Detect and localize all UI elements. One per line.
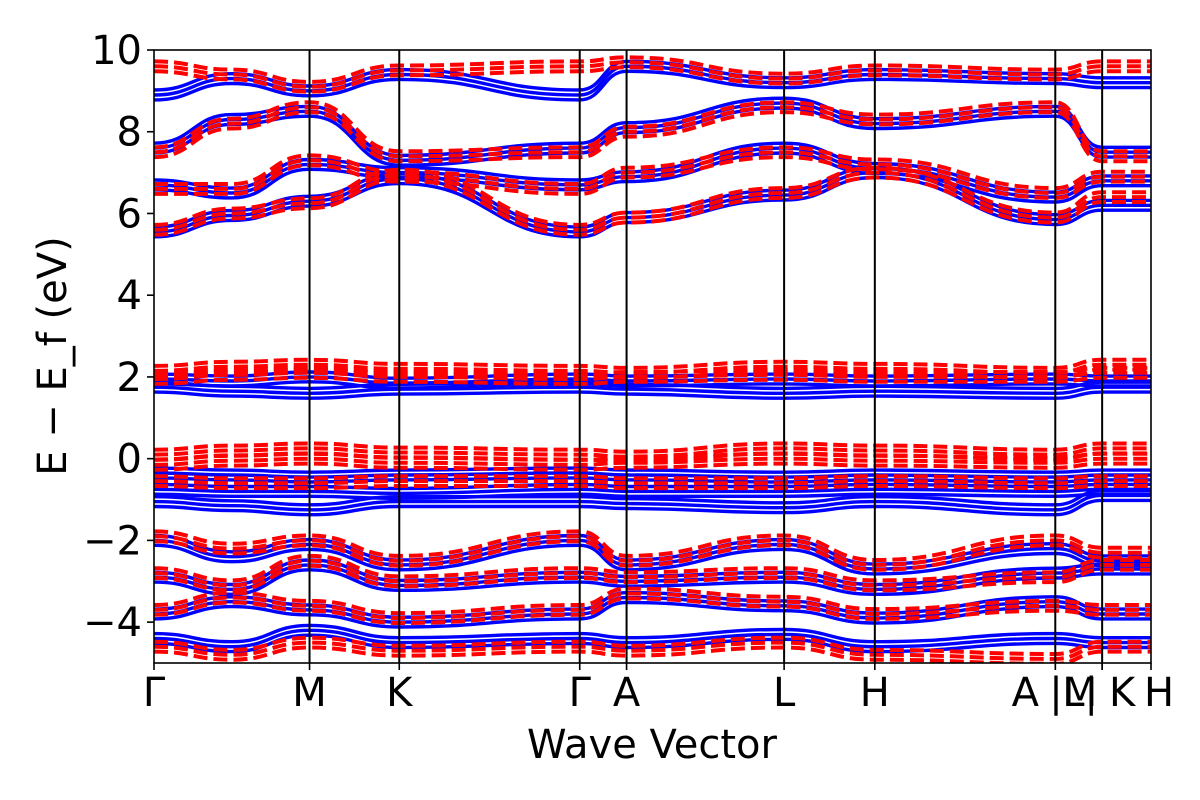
- blue-band-line: [154, 623, 1151, 644]
- red-band-line: [154, 150, 1151, 196]
- y-tick-label: 8: [117, 110, 142, 156]
- x-tick-label: M: [292, 670, 327, 716]
- x-tick-label: H: [860, 670, 890, 716]
- red-band-line: [154, 446, 1151, 459]
- x-axis: Γ M K Γ A L H A |ML| K H: [143, 663, 1174, 716]
- red-band-line: [154, 456, 1151, 467]
- x-tick-label: |M: [1049, 670, 1097, 716]
- y-tick-label: 2: [117, 355, 142, 401]
- red-band-line: [154, 55, 1151, 84]
- y-tick-label: 4: [117, 273, 142, 319]
- blue-band-line: [154, 151, 1151, 204]
- red-band-line: [154, 645, 1151, 663]
- red-band-line: [154, 586, 1151, 616]
- blue-band-line: [154, 498, 1151, 517]
- blue-band-line: [154, 380, 1151, 390]
- blue-band-line: [154, 487, 1151, 496]
- blue-band-line: [154, 600, 1151, 629]
- blue-band-line: [154, 466, 1151, 474]
- red-band-line: [154, 110, 1151, 164]
- red-band-line: [154, 60, 1151, 89]
- red-band-line: [154, 170, 1151, 232]
- red-band-line: [154, 461, 1151, 472]
- red-band-line: [154, 596, 1151, 626]
- plot-frame: [153, 49, 1152, 664]
- red-band-line: [154, 635, 1151, 657]
- blue-band-line: [154, 165, 1151, 229]
- blue-band-line: [154, 543, 1151, 576]
- y-tick-label: −2: [83, 518, 142, 564]
- blue-band-line: [154, 385, 1151, 396]
- red-band-line: [154, 65, 1151, 94]
- blue-band-line: [154, 390, 1151, 400]
- red-band-line: [154, 441, 1151, 454]
- red-band-line: [154, 563, 1151, 593]
- y-tick-label: 10: [91, 28, 142, 74]
- red-band-line: [154, 534, 1151, 567]
- red-band-line: [154, 529, 1151, 563]
- red-band-line: [154, 165, 1151, 227]
- red-band-line: [154, 105, 1151, 159]
- red-band-line: [154, 640, 1151, 661]
- red-band-line: [154, 553, 1151, 583]
- y-axis: −4 −2 0 2 4 6 8 10: [83, 28, 154, 646]
- y-tick-label: 6: [117, 191, 142, 237]
- y-axis-title: E − E_f (eV): [30, 236, 76, 475]
- blue-band-line: [154, 175, 1151, 239]
- x-tick-label: A: [1012, 670, 1040, 716]
- x-axis-title: Wave Vector: [527, 722, 778, 768]
- blue-band-line: [154, 493, 1151, 512]
- x-tick-label: H: [1144, 670, 1174, 716]
- red-band-line: [154, 375, 1151, 386]
- red-band-line: [154, 370, 1151, 382]
- high-symmetry-lines: [308, 50, 1104, 663]
- x-tick-label: Γ: [569, 670, 592, 716]
- red-band-line: [154, 175, 1151, 237]
- x-tick-label: Γ: [143, 670, 166, 716]
- y-tick-label: 0: [117, 437, 142, 483]
- red-band-line: [154, 539, 1151, 572]
- red-band-line: [154, 451, 1151, 462]
- red-band-line: [154, 365, 1151, 377]
- blue-band-line: [154, 170, 1151, 234]
- blue-band-line: [154, 492, 1151, 501]
- bands-layer: [154, 55, 1151, 663]
- red-band-line: [154, 591, 1151, 621]
- red-band-line: [154, 155, 1151, 200]
- x-tick-label: A: [613, 670, 641, 716]
- y-tick-label: −4: [83, 600, 142, 646]
- blue-band-line: [154, 69, 1151, 102]
- blue-band-line: [154, 628, 1151, 649]
- x-tick-label: K: [386, 670, 414, 716]
- red-band-line: [154, 479, 1151, 486]
- x-tick-label: L|: [1062, 670, 1098, 716]
- x-tick-label: L: [773, 670, 796, 716]
- red-band-line: [154, 357, 1151, 370]
- blue-band-line: [154, 488, 1151, 507]
- blue-band-line: [154, 568, 1151, 597]
- red-band-line: [154, 474, 1151, 481]
- x-tick-label: K: [1109, 670, 1137, 716]
- red-band-line: [154, 100, 1151, 154]
- red-band-line: [154, 483, 1151, 491]
- red-band-line: [154, 558, 1151, 588]
- red-band-line: [154, 145, 1151, 191]
